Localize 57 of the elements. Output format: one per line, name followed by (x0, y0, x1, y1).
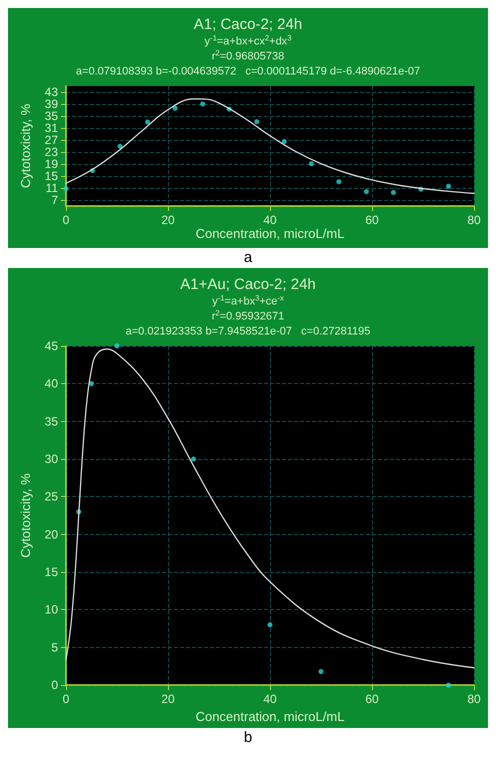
x-axis-title: Concentration, microL/mL (196, 226, 344, 241)
point (446, 184, 451, 189)
point (64, 186, 68, 192)
x-tick-label: 80 (467, 692, 481, 706)
y-tick-label: 10 (44, 602, 58, 617)
y-tick-label: 7 (51, 193, 58, 207)
y-tick-label: 31 (44, 121, 58, 135)
x-tick-label: 0 (62, 213, 70, 227)
y-tick-label: 30 (44, 452, 58, 466)
point (336, 179, 342, 184)
y-tick-label: 45 (44, 339, 58, 353)
point (446, 682, 451, 688)
point (282, 139, 287, 144)
y-tick-label: 23 (44, 145, 58, 159)
x-tick-label: 40 (263, 213, 277, 227)
point (318, 669, 324, 674)
y-tick-label: 27 (44, 133, 58, 147)
point (200, 102, 206, 106)
x-tick-label: 60 (365, 692, 379, 706)
x-tick-label: 60 (365, 213, 379, 227)
x-tick-label: 20 (161, 692, 175, 706)
y-tick-label: 43 (44, 85, 58, 99)
y-tick-label: 11 (46, 181, 58, 195)
point (172, 106, 178, 111)
x-tick-label: 40 (263, 692, 277, 706)
point (254, 119, 260, 124)
x-tick-label: 0 (62, 692, 70, 706)
y-axis-title: Cytotoxicity, % (18, 103, 33, 188)
point (308, 161, 314, 166)
y-tick-label: 35 (44, 109, 58, 123)
text: a (242, 248, 254, 268)
y-tick-label: 19 (44, 157, 58, 171)
y-tick-label: 25 (44, 490, 58, 504)
point (268, 622, 272, 628)
y-tick-label: 39 (44, 97, 58, 111)
x-tick-label: 20 (161, 213, 175, 227)
y-tick-label: 20 (44, 527, 58, 542)
y-axis-title: Cytotoxicity, % (18, 472, 33, 558)
point (191, 456, 196, 462)
line-series (65, 98, 475, 194)
point (364, 189, 369, 194)
text: b (242, 728, 254, 748)
chart-title: A1+Au; Caco-2; 24h (180, 276, 316, 293)
x-tick-label: 80 (467, 213, 481, 227)
y-tick-label: 15 (44, 169, 58, 183)
y-tick-label: 0 (51, 678, 58, 692)
y-tick-label: 35 (44, 414, 58, 428)
y-tick-label: 40 (44, 376, 58, 391)
point (145, 120, 150, 124)
point (89, 381, 94, 386)
x-axis-title: Concentration, microL/mL (196, 709, 344, 724)
point (118, 144, 123, 149)
y-tick-label: 15 (44, 565, 58, 580)
chart-title: A1; Caco-2; 24h (194, 16, 302, 33)
point (114, 344, 120, 348)
point (390, 190, 396, 195)
y-tick-label: 5 (51, 640, 58, 654)
